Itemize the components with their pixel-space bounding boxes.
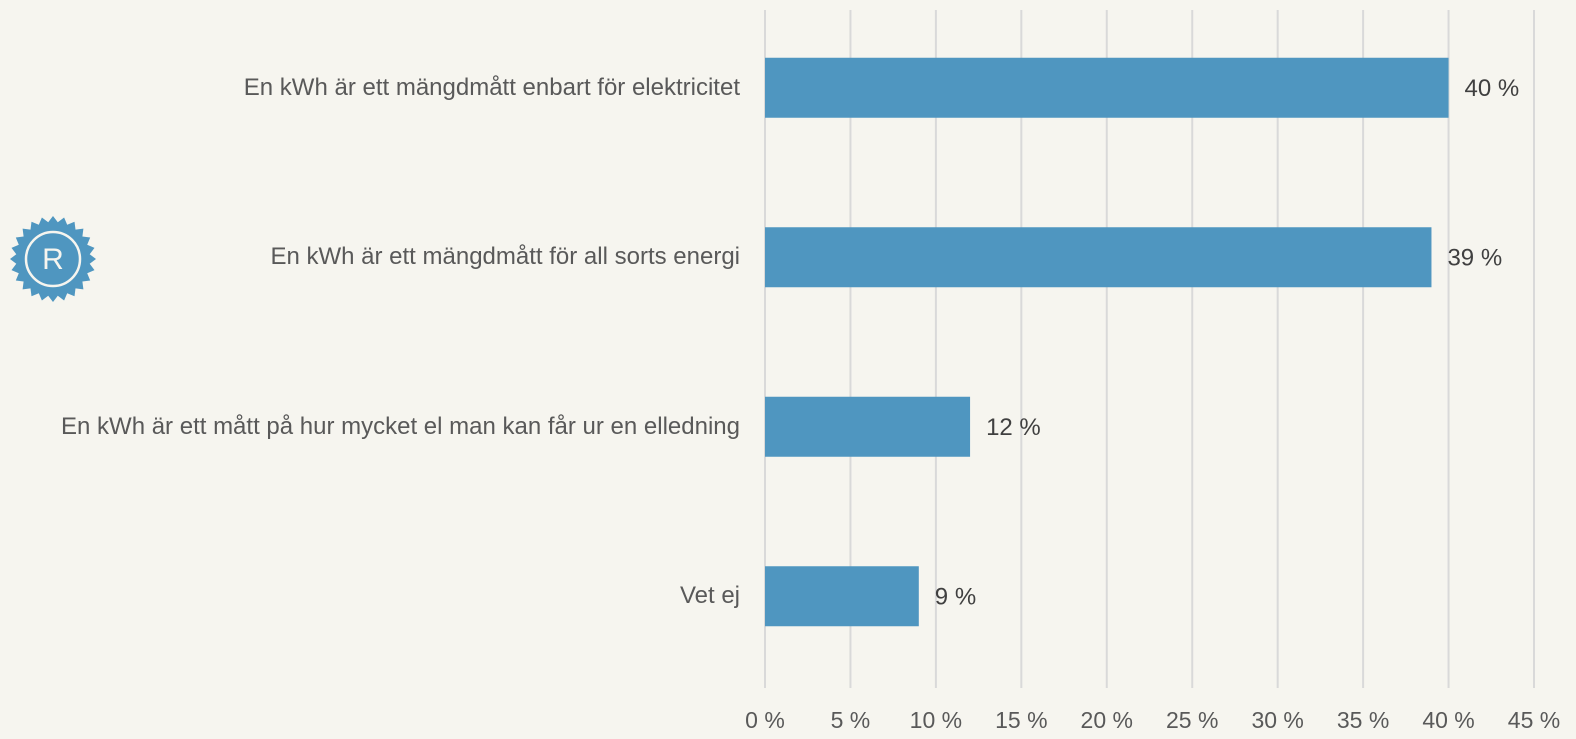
x-tick-label: 40 % bbox=[1422, 707, 1474, 733]
x-tick-label: 25 % bbox=[1166, 707, 1218, 733]
value-label: 39 % bbox=[1447, 245, 1502, 272]
logo-ring bbox=[24, 230, 82, 288]
x-tick-label: 0 % bbox=[745, 707, 785, 733]
value-label: 9 % bbox=[935, 584, 976, 611]
value-label: 12 % bbox=[986, 414, 1041, 441]
category-label-row: Vet ej bbox=[680, 579, 740, 613]
logo-seal bbox=[10, 216, 96, 302]
category-label-row: En kWh är ett mängdmått för all sorts en… bbox=[270, 240, 740, 274]
bar bbox=[765, 227, 1432, 288]
category-label-row: En kWh är ett mängdmått enbart för elekt… bbox=[244, 71, 740, 105]
x-tick-label: 45 % bbox=[1508, 707, 1560, 733]
bar bbox=[765, 57, 1449, 118]
value-label: 40 % bbox=[1465, 75, 1520, 102]
category-label: En kWh är ett mått på hur mycket el man … bbox=[61, 412, 740, 440]
category-label: En kWh är ett mängdmått enbart för elekt… bbox=[243, 73, 740, 101]
x-tick-label: 20 % bbox=[1081, 707, 1133, 733]
x-tick-label: 30 % bbox=[1251, 707, 1303, 733]
logo: R bbox=[10, 216, 96, 302]
category-label-row: En kWh är ett mått på hur mycket el man … bbox=[61, 410, 740, 444]
category-label: En kWh är ett mängdmått för all sorts en… bbox=[270, 243, 740, 271]
x-tick-label: 15 % bbox=[995, 707, 1047, 733]
bar bbox=[765, 396, 971, 457]
x-tick-label: 35 % bbox=[1337, 707, 1389, 733]
category-label: Vet ej bbox=[679, 582, 740, 610]
logo-text: R bbox=[42, 243, 64, 276]
bar bbox=[765, 566, 919, 627]
grid bbox=[764, 10, 1535, 688]
x-tick-label: 5 % bbox=[831, 707, 871, 733]
x-tick-label: 10 % bbox=[910, 707, 962, 733]
